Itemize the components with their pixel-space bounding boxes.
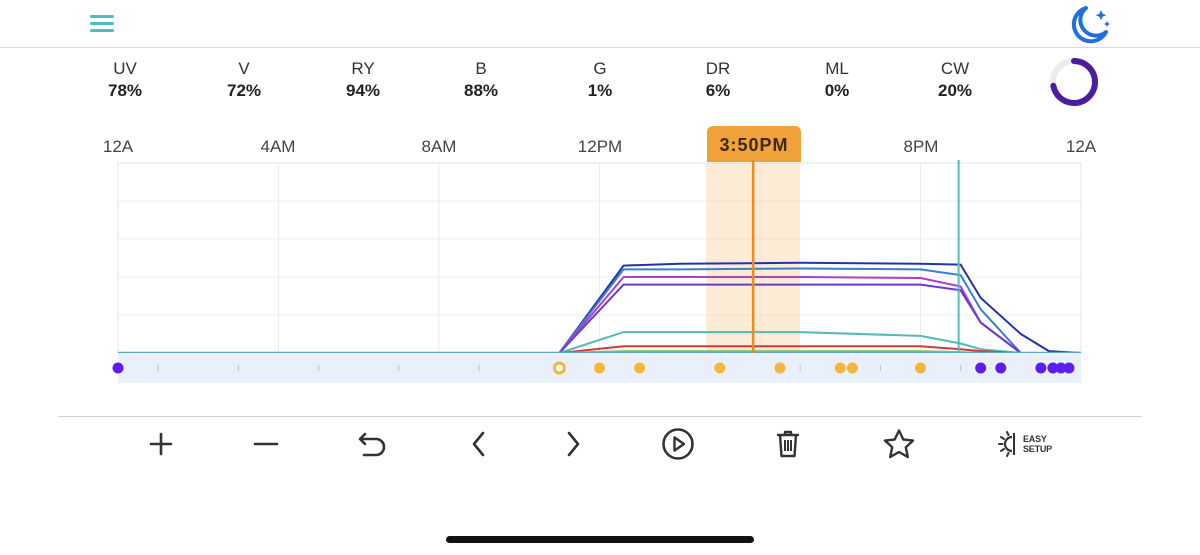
channel-g[interactable]: G 1% — [555, 58, 645, 102]
schedule-point-moon — [1063, 362, 1075, 374]
channel-dr[interactable]: DR 6% — [673, 58, 763, 102]
channel-value: 88% — [463, 81, 499, 100]
channel-value: 78% — [107, 81, 143, 100]
tick-label: 12A — [102, 137, 134, 156]
channel-name: RY — [351, 59, 375, 78]
channel-value: 72% — [226, 81, 262, 100]
channel-value: 1% — [587, 81, 613, 100]
series-line-0 — [118, 261, 1082, 354]
play-preview-button[interactable] — [656, 422, 700, 466]
tick-label: 12A — [1065, 137, 1097, 156]
trash-icon — [776, 430, 800, 458]
channel-v[interactable]: V 72% — [199, 58, 289, 102]
schedule-point-sun — [634, 362, 646, 374]
channel-name: UV — [113, 59, 137, 78]
plus-icon — [149, 432, 173, 456]
channel-ml[interactable]: ML 0% — [792, 58, 882, 102]
schedule-point-sun — [915, 362, 926, 374]
undo-button[interactable] — [351, 422, 395, 466]
channel-value: 0% — [824, 81, 850, 100]
channel-ry[interactable]: RY 94% — [318, 58, 408, 102]
overall-intensity-ring — [1050, 58, 1098, 106]
current-time-badge[interactable]: 3:50PM — [707, 126, 801, 162]
schedule-point-moon — [1047, 362, 1059, 374]
schedule-point-moon — [975, 362, 987, 374]
tick-label: 8AM — [421, 137, 457, 156]
easy-setup-line2: SETUP — [1022, 444, 1052, 454]
channel-cw[interactable]: CW 20% — [910, 58, 1000, 102]
delete-button[interactable] — [766, 422, 810, 466]
channel-value: 6% — [705, 81, 731, 100]
bottom-toolbar: EASY SETUP — [0, 418, 1200, 466]
channel-value: 94% — [345, 81, 381, 100]
channel-name: DR — [705, 59, 731, 78]
channel-intensity-row: UV 78% V 72% RY 94% B 88% G 1% DR 6% ML … — [0, 58, 1200, 108]
tick-label: 12PM — [577, 137, 623, 156]
remove-point-button[interactable] — [244, 422, 288, 466]
schedule-point-sun — [714, 362, 726, 374]
channel-name: CW — [940, 59, 970, 78]
next-point-button[interactable] — [551, 422, 595, 466]
play-circle-icon — [662, 428, 694, 460]
chevron-right-icon — [567, 431, 580, 457]
schedule-point-sunrise — [552, 361, 566, 375]
time-axis-labels: 12A 4AM 8AM 12PM 8PM 12A — [0, 132, 1200, 162]
home-indicator — [446, 536, 754, 543]
moon-stars-icon[interactable] — [1064, 2, 1112, 46]
schedule-point-moon — [995, 362, 1007, 374]
star-icon — [883, 429, 915, 459]
schedule-point-sun — [846, 362, 858, 374]
channel-name: ML — [825, 59, 849, 78]
favorite-button[interactable] — [877, 422, 921, 466]
channel-b[interactable]: B 88% — [436, 58, 526, 102]
easy-setup-label: EASY SETUP — [1023, 434, 1052, 454]
previous-point-button[interactable] — [457, 422, 501, 466]
channel-name: V — [238, 59, 250, 78]
channel-name: G — [593, 59, 607, 78]
schedule-point-sun — [834, 362, 846, 374]
chevron-left-icon — [472, 431, 485, 457]
ring-progress-arc — [1050, 58, 1098, 106]
sun-half-icon — [997, 431, 1015, 457]
schedule-point-sun — [594, 362, 605, 374]
easy-setup-line1: EASY — [1022, 434, 1047, 444]
top-bar — [0, 0, 1200, 48]
easy-setup-button[interactable]: EASY SETUP — [990, 422, 1060, 466]
schedule-point-moon — [1035, 362, 1047, 374]
minus-icon — [253, 442, 279, 446]
tick-label: 4AM — [260, 137, 296, 156]
channel-uv[interactable]: UV 78% — [80, 58, 170, 102]
schedule-point-sun — [774, 362, 786, 374]
hamburger-menu-icon[interactable] — [88, 10, 116, 38]
channel-value: 20% — [937, 81, 973, 100]
toolbar-divider — [58, 416, 1142, 417]
add-point-button[interactable] — [139, 422, 183, 466]
channel-name: B — [475, 59, 487, 78]
lighting-schedule-chart[interactable] — [0, 160, 1200, 390]
undo-icon — [358, 432, 386, 457]
tick-label: 8PM — [903, 137, 939, 156]
schedule-point-moon — [1055, 362, 1067, 374]
schedule-point-moon — [112, 362, 124, 374]
